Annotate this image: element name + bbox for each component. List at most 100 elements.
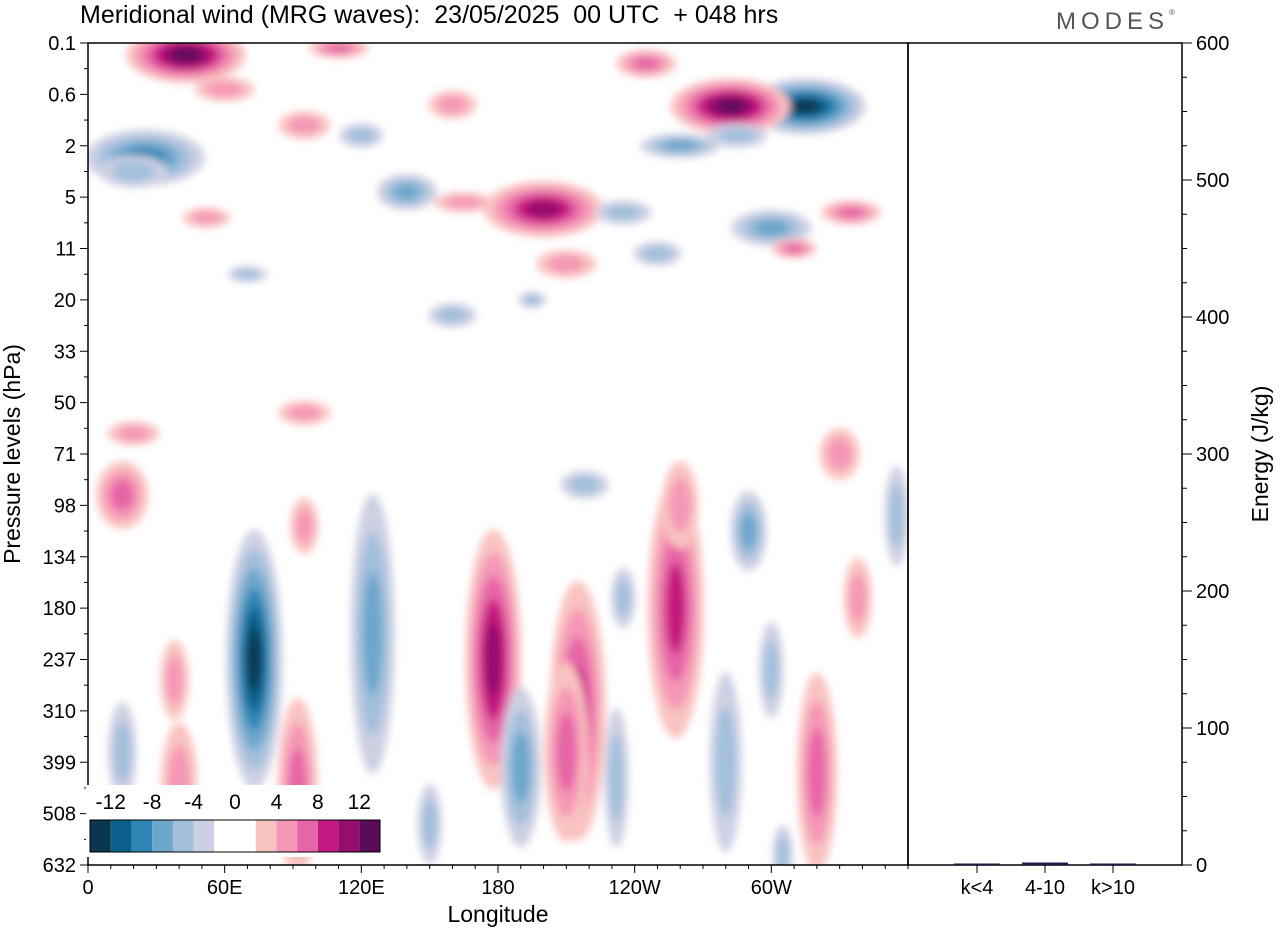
- colorbar-label: 0: [229, 791, 241, 814]
- pressure-axis: 0.1 0.6 2 5 11 20 33 50 71 98 134 180 237 310 399 508 63…: [43, 33, 88, 877]
- energy-plot-frame: [907, 42, 1183, 866]
- colorbar-swatch: [317, 820, 339, 852]
- y-tick-label: 134: [43, 547, 76, 569]
- positive-contour: [632, 57, 660, 70]
- colorbar-swatch: [235, 820, 256, 852]
- energy-bar: [1022, 862, 1068, 865]
- energy-tick-label: 400: [1196, 307, 1229, 329]
- negative-contour: [112, 161, 155, 182]
- negative-contour: [606, 205, 641, 220]
- y-tick-label: 11: [55, 239, 76, 261]
- colorbar-swatch: [152, 820, 173, 852]
- negative-contour: [740, 513, 757, 549]
- positive-contour: [485, 622, 502, 697]
- y-tick-label: 2: [65, 136, 76, 158]
- positive-contour: [288, 116, 321, 134]
- wind-field: [88, 43, 908, 865]
- positive-contour: [784, 244, 804, 253]
- positive-contour: [715, 99, 745, 114]
- positive-contour: [165, 655, 184, 705]
- negative-contour: [511, 731, 530, 803]
- positive-contour: [171, 48, 201, 62]
- x-tick-label: 120W: [609, 877, 661, 899]
- colorbar-label: -8: [143, 791, 162, 814]
- colorbar-label: -4: [184, 791, 203, 814]
- positive-contour: [110, 479, 134, 511]
- colorbar-swatch: [172, 820, 194, 852]
- negative-contour: [247, 627, 262, 692]
- x-tick-label: 120E: [338, 877, 385, 899]
- negative-contour: [235, 269, 260, 280]
- colorbar-swatch: [90, 820, 111, 852]
- colorbar-swatch: [276, 820, 298, 852]
- energy-category-label: 4-10: [1025, 877, 1065, 899]
- energy-bar: [954, 863, 1000, 865]
- colorbar-swatch: [193, 820, 215, 852]
- positive-contour: [547, 255, 585, 273]
- positive-contour: [437, 96, 468, 114]
- y-tick-label: 5: [65, 187, 76, 209]
- negative-contour: [362, 571, 383, 697]
- x-axis-label: Longitude: [447, 901, 548, 927]
- energy-tick-label: 600: [1196, 33, 1229, 55]
- y-tick-label: 50: [54, 393, 76, 415]
- brand-text: MODES: [1056, 8, 1170, 35]
- colorbar: -12 -8 -4 0 4 8 12: [86, 785, 384, 857]
- positive-contour: [325, 43, 352, 53]
- y-tick-label: 632: [43, 855, 76, 877]
- positive-contour: [288, 405, 321, 421]
- positive-contour: [295, 508, 314, 544]
- brand-logo: MODES®: [1056, 8, 1175, 36]
- y-tick-label: 98: [54, 495, 76, 517]
- colorbar-swatch: [214, 820, 235, 852]
- colorbar-swatch: [255, 820, 277, 852]
- positive-contour: [849, 573, 867, 623]
- x-tick-label: 60E: [207, 877, 243, 899]
- y-tick-label: 33: [54, 341, 76, 363]
- colorbar-label: 4: [271, 791, 283, 814]
- negative-contour: [776, 836, 789, 865]
- energy-axis: 0 100 200 300 400 500 600: [1182, 33, 1229, 877]
- energy-bar: [1090, 863, 1136, 865]
- positive-contour: [808, 728, 826, 817]
- negative-contour: [422, 799, 438, 849]
- y-tick-label: 237: [43, 650, 76, 672]
- colorbar-label: 8: [312, 791, 324, 814]
- y-tick-label: 180: [43, 598, 76, 620]
- colorbar-label: 12: [348, 791, 371, 814]
- colorbar-label: -12: [96, 791, 126, 814]
- energy-axis-label: Energy (J/kg): [1247, 386, 1273, 523]
- negative-contour: [615, 579, 631, 617]
- energy-tick-label: 300: [1196, 444, 1229, 466]
- x-tick-label: 0: [82, 877, 93, 899]
- positive-contour: [117, 426, 150, 441]
- negative-contour: [113, 721, 131, 783]
- y-tick-label: 310: [43, 701, 76, 723]
- negative-contour: [437, 307, 468, 323]
- negative-contour: [393, 183, 421, 200]
- negative-contour: [715, 706, 736, 818]
- positive-contour: [665, 562, 686, 654]
- x-tick-label: 180: [481, 877, 514, 899]
- negative-contour: [889, 484, 904, 547]
- positive-contour: [556, 711, 577, 792]
- energy-category-label: k<4: [961, 877, 994, 899]
- positive-contour: [206, 81, 244, 97]
- negative-contour: [569, 476, 600, 494]
- energy-bars: k<4 4-10 k>10: [954, 862, 1136, 899]
- energy-tick-label: 500: [1196, 170, 1229, 192]
- negative-contour: [718, 128, 756, 143]
- y-tick-label: 0.6: [48, 84, 76, 106]
- energy-tick-label: 200: [1196, 581, 1229, 603]
- y-tick-label: 20: [54, 290, 76, 312]
- y-tick-label: 71: [54, 444, 76, 466]
- positive-contour: [827, 438, 852, 470]
- energy-tick-label: 100: [1196, 718, 1229, 740]
- y-axis-label: Pressure levels (hPa): [0, 344, 25, 564]
- positive-contour: [837, 207, 865, 218]
- chart-title: Meridional wind (MRG waves): 23/05/2025 …: [80, 1, 779, 29]
- negative-contour: [642, 246, 673, 262]
- negative-contour: [523, 294, 541, 305]
- colorbar-swatch: [297, 820, 318, 852]
